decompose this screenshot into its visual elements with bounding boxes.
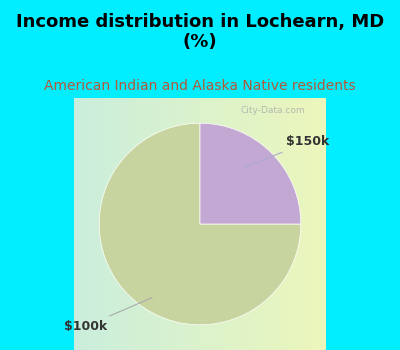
Text: $100k: $100k — [64, 298, 152, 333]
Text: City-Data.com: City-Data.com — [240, 106, 305, 115]
Text: American Indian and Alaska Native residents: American Indian and Alaska Native reside… — [44, 79, 356, 93]
Wedge shape — [200, 123, 301, 224]
Text: Income distribution in Lochearn, MD
(%): Income distribution in Lochearn, MD (%) — [16, 13, 384, 51]
Text: $150k: $150k — [245, 135, 329, 168]
Wedge shape — [99, 123, 301, 325]
